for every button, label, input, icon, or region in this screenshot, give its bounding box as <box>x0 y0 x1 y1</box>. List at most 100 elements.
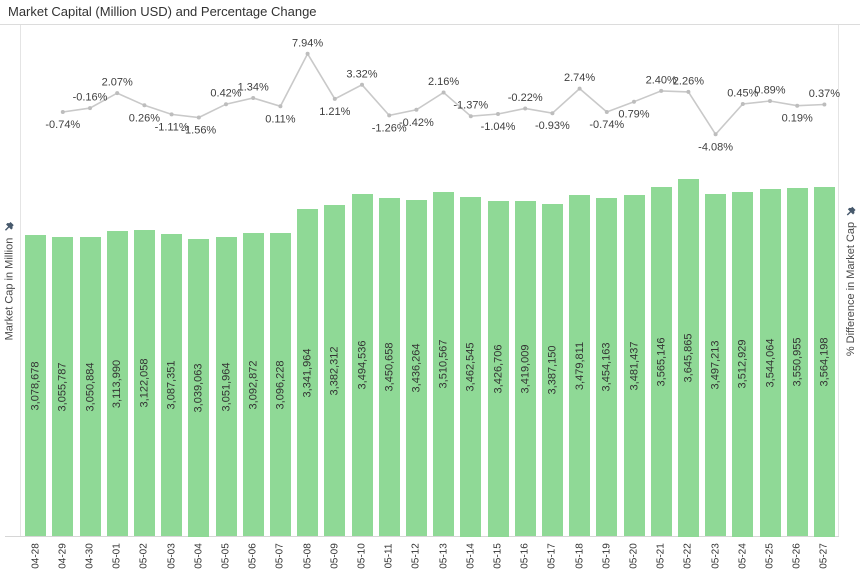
percent-label: 0.79% <box>618 109 649 121</box>
x-axis-label: 05-26 <box>791 543 803 569</box>
line-marker-05-21[interactable] <box>659 88 664 93</box>
bar-05-05[interactable]: 3,051,964 <box>215 237 237 537</box>
line-marker-05-25[interactable] <box>768 99 772 103</box>
x-axis-label: 05-14 <box>465 543 477 569</box>
bar-05-16[interactable]: 3,419,009 <box>514 201 536 537</box>
left-axis: Market Cap in Million <box>1 25 17 537</box>
x-axis-label: 04-30 <box>84 543 96 569</box>
chart-title: Market Capital (Million USD) and Percent… <box>8 4 317 19</box>
line-marker-05-23[interactable] <box>713 132 718 137</box>
x-axis-label: 05-04 <box>193 543 205 569</box>
bar-05-21[interactable]: 3,565,146 <box>650 186 672 537</box>
line-marker-05-01[interactable] <box>115 91 120 96</box>
percent-label: 7.94% <box>292 37 323 49</box>
bar-value-label: 3,087,351 <box>165 360 178 410</box>
pushpin-icon <box>846 206 856 216</box>
bar-value-label: 3,645,865 <box>682 333 695 383</box>
percent-label: 2.26% <box>673 75 704 87</box>
percent-label: -0.16% <box>73 92 108 104</box>
bar-value-label: 3,051,964 <box>220 362 232 412</box>
x-axis-label: 05-23 <box>710 543 722 569</box>
x-axis-label: 05-09 <box>329 543 341 569</box>
percent-label: 1.21% <box>319 106 350 118</box>
line-marker-05-04[interactable] <box>196 115 201 120</box>
bar-05-15[interactable]: 3,426,706 <box>487 200 509 537</box>
line-marker-05-20[interactable] <box>632 99 636 104</box>
bar-05-24[interactable]: 3,512,929 <box>732 192 754 537</box>
x-axis-label: 05-17 <box>546 543 558 569</box>
bar-value-label: 3,113,990 <box>111 359 124 408</box>
x-axis-label: 05-24 <box>737 543 749 569</box>
pushpin-icon <box>4 222 14 232</box>
line-marker-05-22[interactable] <box>686 89 691 94</box>
percent-label: 2.07% <box>102 77 133 89</box>
left-axis-label: Market Cap in Million <box>3 237 16 341</box>
bar-04-30[interactable]: 3,050,884 <box>79 237 101 537</box>
bar-05-23[interactable]: 3,497,213 <box>705 193 727 537</box>
line-marker-04-29[interactable] <box>60 110 65 114</box>
bar-05-12[interactable]: 3,436,264 <box>405 199 427 537</box>
plot-right-border <box>838 25 839 537</box>
bar-05-26[interactable]: 3,550,955 <box>786 188 808 537</box>
percent-label: -0.74% <box>45 119 80 131</box>
bar-value-label: 3,512,929 <box>736 339 749 389</box>
line-marker-05-27[interactable] <box>822 102 827 107</box>
line-marker-05-08[interactable] <box>305 51 310 56</box>
line-marker-05-03[interactable] <box>169 112 174 117</box>
bar-05-14[interactable]: 3,462,545 <box>460 197 482 537</box>
bar-05-13[interactable]: 3,510,567 <box>433 192 455 537</box>
bar-04-29[interactable]: 3,055,787 <box>52 236 74 537</box>
bar-value-label: 3,544,064 <box>764 338 776 388</box>
line-marker-05-12[interactable] <box>414 107 419 112</box>
line-marker-05-09[interactable] <box>332 96 337 101</box>
percent-label: -1.37% <box>453 100 488 112</box>
bar-05-10[interactable]: 3,494,536 <box>351 193 373 537</box>
line-marker-05-06[interactable] <box>251 96 256 100</box>
line-marker-05-15[interactable] <box>496 112 500 116</box>
bar-05-18[interactable]: 3,479,811 <box>569 195 591 537</box>
bar-05-06[interactable]: 3,092,872 <box>242 233 264 537</box>
bar-05-20[interactable]: 3,481,437 <box>623 195 645 537</box>
bar-value-label: 3,382,312 <box>328 346 341 396</box>
bar-05-22[interactable]: 3,645,865 <box>677 179 699 537</box>
bar-05-08[interactable]: 3,341,964 <box>297 208 319 537</box>
bar-05-02[interactable]: 3,122,058 <box>133 230 155 537</box>
bar-04-28[interactable]: 3,078,678 <box>25 234 47 537</box>
bar-value-label: 3,564,198 <box>818 337 831 387</box>
bar-05-27[interactable]: 3,564,198 <box>813 187 835 537</box>
bar-value-label: 3,050,884 <box>84 362 96 412</box>
bar-05-04[interactable]: 3,039,063 <box>188 238 210 537</box>
percent-label: 2.16% <box>428 76 459 88</box>
percent-label: -0.93% <box>535 120 570 132</box>
bar-value-label: 3,055,787 <box>56 362 69 412</box>
line-marker-05-18[interactable] <box>577 86 582 91</box>
bar-05-11[interactable]: 3,450,658 <box>378 198 400 537</box>
percent-label: -0.42% <box>399 117 434 129</box>
bar-05-01[interactable]: 3,113,990 <box>106 231 128 537</box>
line-marker-05-24[interactable] <box>740 102 745 106</box>
line-marker-05-13[interactable] <box>441 90 446 95</box>
bar-05-19[interactable]: 3,454,163 <box>596 197 618 537</box>
line-marker-05-10[interactable] <box>360 82 364 87</box>
bar-05-17[interactable]: 3,387,150 <box>541 204 563 537</box>
bar-value-label: 3,436,264 <box>410 343 423 393</box>
bar-value-label: 3,454,163 <box>600 342 613 392</box>
bar-05-07[interactable]: 3,096,228 <box>269 232 291 537</box>
line-marker-05-05[interactable] <box>224 102 228 107</box>
line-marker-05-07[interactable] <box>278 104 283 109</box>
line-marker-05-26[interactable] <box>795 103 800 108</box>
line-marker-05-02[interactable] <box>142 103 147 108</box>
line-marker-05-19[interactable] <box>604 110 609 114</box>
line-marker-05-16[interactable] <box>523 106 528 111</box>
x-axis-label: 05-22 <box>682 543 694 569</box>
right-axis-label: % Difference in Market Cap <box>845 221 857 357</box>
bar-05-03[interactable]: 3,087,351 <box>161 233 183 537</box>
line-marker-05-17[interactable] <box>550 111 555 116</box>
line-marker-05-11[interactable] <box>387 113 392 118</box>
line-marker-04-30[interactable] <box>88 106 92 111</box>
x-axis-label: 05-01 <box>111 543 123 569</box>
line-marker-05-14[interactable] <box>468 114 473 119</box>
bar-05-25[interactable]: 3,544,064 <box>759 189 781 537</box>
bar-05-09[interactable]: 3,382,312 <box>324 204 346 537</box>
percent-label: 2.40% <box>646 74 677 86</box>
